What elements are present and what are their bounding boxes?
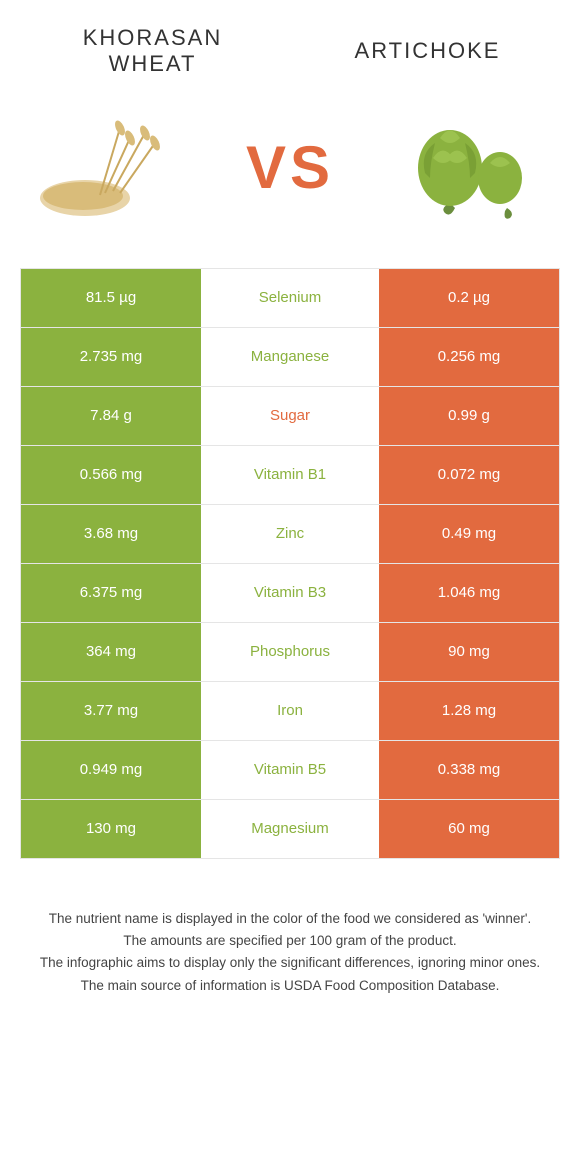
table-row: 0.949 mgVitamin B50.338 mg — [21, 741, 559, 800]
nutrient-table: 81.5 µgSelenium0.2 µg2.735 mgManganese0.… — [20, 268, 560, 859]
nutrient-name-cell: Phosphorus — [201, 623, 379, 681]
table-row: 81.5 µgSelenium0.2 µg — [21, 269, 559, 328]
nutrient-name-cell: Magnesium — [201, 800, 379, 858]
nutrient-name-cell: Selenium — [201, 269, 379, 327]
table-row: 364 mgPhosphorus90 mg — [21, 623, 559, 682]
left-value-cell: 0.566 mg — [21, 446, 201, 504]
right-value-cell: 0.256 mg — [379, 328, 559, 386]
table-row: 6.375 mgVitamin B31.046 mg — [21, 564, 559, 623]
right-value-cell: 0.99 g — [379, 387, 559, 445]
footer-line: The main source of information is USDA F… — [30, 976, 550, 996]
left-value-cell: 3.68 mg — [21, 505, 201, 563]
table-row: 130 mgMagnesium60 mg — [21, 800, 559, 858]
table-row: 0.566 mgVitamin B10.072 mg — [21, 446, 559, 505]
right-value-cell: 0.072 mg — [379, 446, 559, 504]
left-value-cell: 364 mg — [21, 623, 201, 681]
nutrient-name-cell: Vitamin B3 — [201, 564, 379, 622]
left-food-title: KHORASAN WHEAT — [40, 25, 265, 78]
left-value-cell: 7.84 g — [21, 387, 201, 445]
left-value-cell: 6.375 mg — [21, 564, 201, 622]
left-value-cell: 81.5 µg — [21, 269, 201, 327]
left-value-cell: 2.735 mg — [21, 328, 201, 386]
footer-line: The nutrient name is displayed in the co… — [30, 909, 550, 929]
vs-label: VS — [246, 133, 334, 202]
wheat-icon — [35, 113, 185, 223]
table-row: 3.68 mgZinc0.49 mg — [21, 505, 559, 564]
left-value-cell: 3.77 mg — [21, 682, 201, 740]
nutrient-name-cell: Manganese — [201, 328, 379, 386]
right-value-cell: 1.28 mg — [379, 682, 559, 740]
right-value-cell: 0.338 mg — [379, 741, 559, 799]
footer-notes: The nutrient name is displayed in the co… — [10, 859, 570, 1008]
right-value-cell: 0.49 mg — [379, 505, 559, 563]
table-row: 3.77 mgIron1.28 mg — [21, 682, 559, 741]
left-value-cell: 130 mg — [21, 800, 201, 858]
table-row: 7.84 gSugar0.99 g — [21, 387, 559, 446]
right-value-cell: 1.046 mg — [379, 564, 559, 622]
right-food-title: ARTICHOKE — [315, 38, 540, 64]
left-value-cell: 0.949 mg — [21, 741, 201, 799]
right-value-cell: 90 mg — [379, 623, 559, 681]
table-row: 2.735 mgManganese0.256 mg — [21, 328, 559, 387]
left-food-image — [30, 108, 190, 228]
nutrient-name-cell: Sugar — [201, 387, 379, 445]
right-food-image — [390, 108, 550, 228]
nutrient-name-cell: Zinc — [201, 505, 379, 563]
right-value-cell: 0.2 µg — [379, 269, 559, 327]
nutrient-name-cell: Vitamin B5 — [201, 741, 379, 799]
artichoke-icon — [395, 113, 545, 223]
nutrient-name-cell: Iron — [201, 682, 379, 740]
footer-line: The amounts are specified per 100 gram o… — [30, 931, 550, 951]
right-value-cell: 60 mg — [379, 800, 559, 858]
footer-line: The infographic aims to display only the… — [30, 953, 550, 973]
nutrient-name-cell: Vitamin B1 — [201, 446, 379, 504]
